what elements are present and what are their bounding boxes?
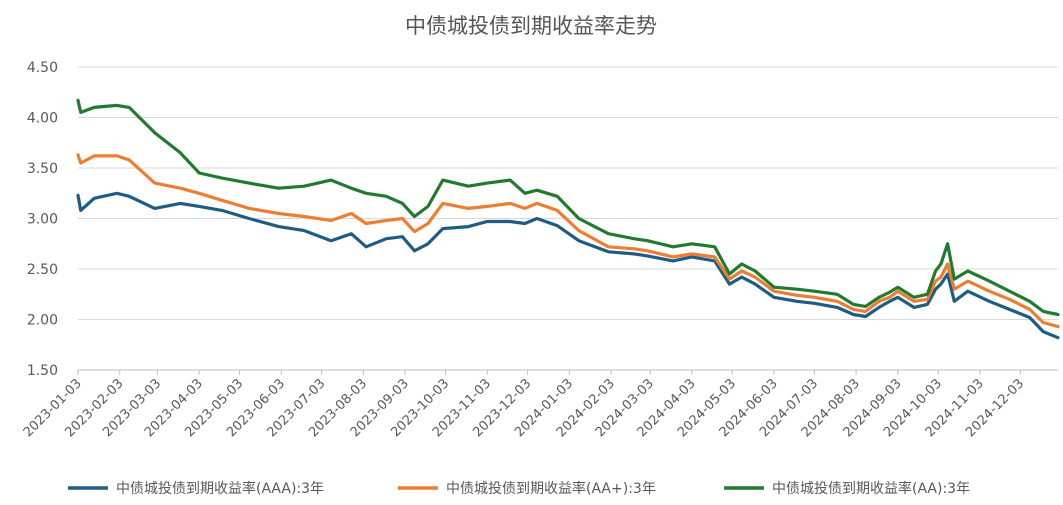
y-tick-label: 3.00 (27, 212, 58, 228)
chart-title: 中债城投债到期收益率走势 (405, 14, 657, 38)
series-lines (76, 98, 1060, 340)
y-axis-ticks: 1.50 2.00 2.50 3.00 3.50 4.00 4.50 (27, 60, 58, 379)
y-tick-label: 2.00 (27, 313, 58, 329)
y-tick-label: 1.50 (27, 363, 58, 379)
y-tick-label: 4.50 (27, 60, 58, 76)
y-tick-label: 4.00 (27, 111, 58, 127)
x-axis-ticks: 2023-01-032023-02-032023-03-032023-04-03… (21, 370, 1027, 440)
series-line-2 (76, 98, 1060, 317)
y-tick-label: 3.50 (27, 161, 58, 177)
legend-label-1: 中债城投债到期收益率(AA+):3年 (446, 480, 656, 497)
series-line-0 (76, 191, 1060, 340)
legend-label-0: 中债城投债到期收益率(AAA):3年 (116, 480, 324, 497)
legend-label-2: 中债城投债到期收益率(AA):3年 (772, 480, 970, 497)
legend: 中债城投债到期收益率(AAA):3年 中债城投债到期收益率(AA+):3年 中债城投… (68, 480, 970, 497)
grid-lines (78, 66, 1058, 371)
series-line-1 (76, 153, 1060, 329)
y-tick-label: 2.50 (27, 262, 58, 278)
